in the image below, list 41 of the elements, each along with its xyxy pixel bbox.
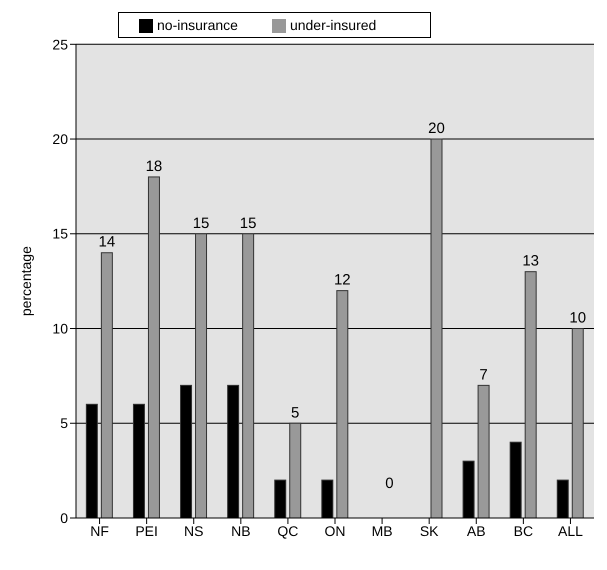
- x-tick-label: NB: [231, 522, 251, 539]
- x-tick-label: BC: [514, 522, 534, 539]
- legend-label: no-insurance: [157, 17, 238, 33]
- bar: [572, 328, 584, 518]
- bar: [195, 233, 208, 518]
- x-tick-label: NS: [184, 522, 204, 539]
- x-tick-label: NF: [90, 522, 109, 539]
- bar: [148, 176, 160, 518]
- x-tick-label: MB: [372, 522, 393, 539]
- data-label: 10: [569, 310, 586, 327]
- x-tick-label: PEI: [135, 522, 158, 539]
- data-label: 15: [240, 214, 256, 232]
- data-label: 7: [479, 366, 488, 384]
- x-tick-label: AB: [466, 522, 486, 539]
- bar: [336, 290, 348, 518]
- y-tick-label: 5: [60, 415, 68, 432]
- data-label: 20: [428, 120, 445, 138]
- x-tick-label: QC: [277, 522, 298, 539]
- bar: [524, 271, 537, 518]
- bar: [478, 384, 490, 518]
- data-label: 15: [192, 214, 210, 232]
- data-label: 18: [146, 158, 162, 175]
- x-tick-label: ALL: [558, 522, 584, 539]
- bar: [100, 252, 113, 518]
- y-tick-label: 15: [52, 226, 68, 242]
- legend-label: under-insured: [290, 17, 376, 33]
- bar: [242, 233, 254, 518]
- x-tick-label: ON: [324, 522, 346, 539]
- y-axis-title: percentage: [18, 246, 34, 316]
- data-label: 13: [522, 252, 540, 270]
- y-tick-label: 10: [52, 320, 68, 336]
- bar: [289, 422, 302, 518]
- data-label: 12: [334, 272, 351, 289]
- data-label: 5: [291, 404, 300, 422]
- y-tick-label: 0: [60, 510, 68, 526]
- y-tick-label: 20: [52, 131, 68, 148]
- y-tick-label: 25: [52, 36, 68, 52]
- bar: [430, 138, 442, 518]
- x-tick-label: SK: [420, 522, 440, 539]
- data-label: 14: [98, 234, 116, 251]
- data-label: 0: [385, 475, 394, 492]
